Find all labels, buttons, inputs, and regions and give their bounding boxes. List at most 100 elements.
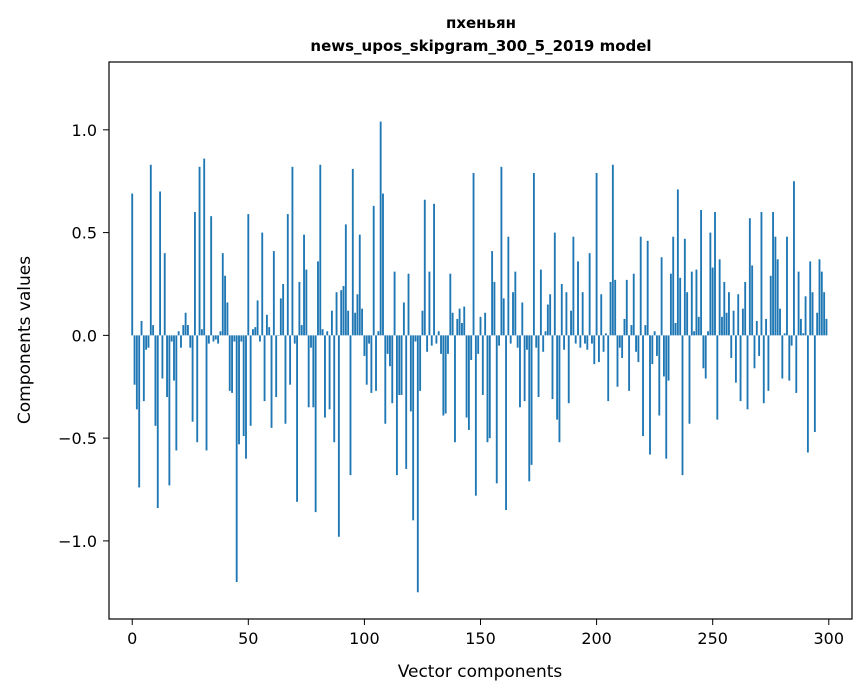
bar-98 [358, 234, 361, 336]
bar-162 [507, 236, 510, 336]
bar-126 [423, 199, 426, 336]
bar-223 [649, 335, 651, 455]
bar-121 [412, 335, 415, 521]
bar-55 [258, 335, 261, 342]
bar-262 [739, 335, 742, 402]
bar-120 [409, 335, 412, 412]
bar-239 [686, 292, 689, 336]
x-tick-label: 200 [581, 629, 612, 648]
bar-11 [156, 335, 159, 509]
bar-265 [746, 335, 749, 410]
bar-212 [623, 318, 626, 336]
bar-28 [196, 335, 199, 443]
bar-210 [618, 335, 621, 348]
bar-22 [182, 325, 185, 336]
bar-85 [328, 335, 331, 410]
bar-243 [695, 269, 698, 336]
bar-91 [342, 286, 345, 336]
bar-246 [702, 335, 705, 369]
bar-272 [762, 335, 765, 404]
bar-81 [319, 164, 322, 336]
bar-133 [440, 335, 442, 354]
x-tick-label: 50 [238, 629, 258, 648]
bar-33 [207, 335, 210, 344]
bar-5 [142, 335, 145, 402]
bar-204 [604, 333, 607, 336]
bar-248 [707, 331, 709, 336]
bar-289 [802, 333, 805, 336]
bar-116 [400, 335, 403, 395]
bar-27 [193, 212, 196, 336]
bar-224 [651, 335, 654, 365]
bar-78 [312, 335, 315, 408]
bar-153 [486, 335, 489, 443]
bar-42 [228, 335, 231, 391]
bar-188 [567, 335, 570, 404]
bar-226 [656, 335, 658, 356]
x-axis-label: Vector components [398, 662, 563, 682]
bar-221 [644, 325, 647, 336]
bar-3 [138, 335, 141, 488]
bar-125 [421, 310, 424, 336]
bar-118 [405, 335, 408, 469]
bar-198 [591, 335, 593, 344]
bar-24 [187, 325, 189, 336]
bar-213 [625, 279, 628, 336]
bar-277 [774, 236, 777, 336]
bar-124 [419, 335, 422, 391]
bar-259 [732, 310, 735, 336]
bar-2 [135, 335, 138, 410]
bar-43 [231, 335, 233, 393]
y-tick-label: −1.0 [58, 532, 97, 551]
bar-95 [351, 168, 354, 336]
bar-114 [395, 335, 398, 476]
bar-229 [663, 335, 665, 377]
bar-291 [806, 335, 809, 453]
bar-105 [375, 335, 377, 391]
bar-251 [714, 212, 716, 336]
bar-254 [721, 316, 723, 336]
bar-97 [356, 294, 359, 336]
bar-190 [572, 236, 575, 336]
bar-48 [242, 335, 245, 437]
bar-152 [484, 312, 487, 336]
bar-147 [472, 172, 475, 336]
bar-158 [498, 335, 501, 346]
bar-234 [674, 323, 677, 336]
bar-134 [442, 335, 445, 416]
bar-145 [467, 335, 470, 430]
bar-67 [286, 214, 289, 336]
bar-255 [723, 281, 726, 336]
x-tick-label: 150 [465, 629, 496, 648]
bar-18 [173, 335, 175, 381]
bar-25 [189, 335, 192, 348]
bar-29 [198, 166, 201, 336]
bar-298 [823, 292, 826, 336]
bar-174 [535, 335, 538, 348]
bar-88 [335, 292, 338, 336]
bar-47 [240, 335, 243, 342]
bar-227 [658, 335, 661, 416]
bar-26 [191, 335, 194, 422]
bar-167 [519, 335, 521, 408]
bar-172 [530, 335, 533, 465]
bar-208 [614, 279, 617, 336]
bar-278 [776, 259, 779, 336]
bar-155 [491, 251, 494, 336]
bar-112 [391, 335, 394, 404]
bar-64 [279, 298, 282, 336]
bar-235 [676, 189, 679, 336]
bar-250 [711, 267, 714, 336]
bar-292 [809, 261, 812, 336]
bar-104 [372, 205, 375, 336]
bar-68 [289, 335, 292, 385]
bar-23 [184, 312, 187, 336]
bar-266 [748, 218, 751, 336]
plot-frame [108, 61, 853, 620]
bar-257 [728, 292, 730, 336]
bar-253 [718, 259, 721, 336]
bar-175 [537, 335, 540, 398]
bar-21 [180, 335, 182, 348]
